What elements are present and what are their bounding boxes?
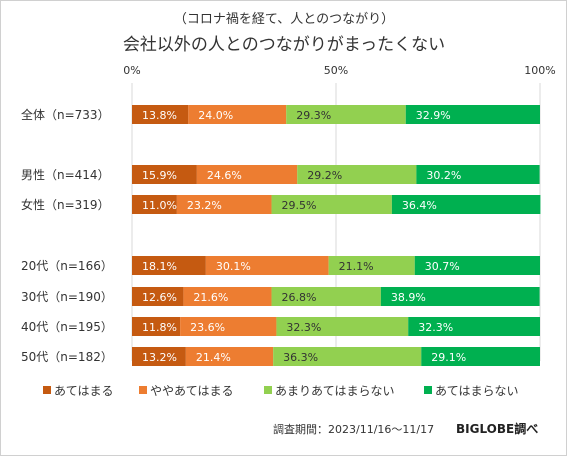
data-label: 11.8% <box>142 321 177 334</box>
data-label: 29.3% <box>296 109 331 122</box>
bar-segment <box>271 287 381 306</box>
x-axis-ticks: 0% 50% 100% <box>123 64 555 77</box>
bar-segment <box>183 287 272 306</box>
data-label: 12.6% <box>142 291 177 304</box>
bar-segment <box>132 347 186 366</box>
bar-segment <box>132 256 206 275</box>
data-label: 26.8% <box>282 291 317 304</box>
legend-swatch <box>264 386 272 394</box>
data-label: 21.1% <box>339 260 374 273</box>
data-label: 36.4% <box>402 199 437 212</box>
brand-credit: BIGLOBE調べ <box>456 421 538 436</box>
data-label: 32.3% <box>418 321 453 334</box>
bar-segment <box>408 317 540 336</box>
data-label: 29.1% <box>431 351 466 364</box>
bar-segment <box>414 256 540 275</box>
bar-segment <box>132 195 177 214</box>
legend-label: あてはまる <box>54 384 114 398</box>
data-label: 21.6% <box>193 291 228 304</box>
bar-segment <box>421 347 540 366</box>
data-label: 11.0% <box>142 199 177 212</box>
data-label: 24.6% <box>207 169 242 182</box>
data-label: 13.8% <box>142 109 177 122</box>
data-label: 30.7% <box>425 260 460 273</box>
bar-segment <box>391 195 541 214</box>
data-label: 21.4% <box>196 351 231 364</box>
legend-swatch <box>43 386 51 394</box>
bar-segment <box>297 165 417 184</box>
bar-segment <box>276 317 409 336</box>
data-label: 32.3% <box>286 321 321 334</box>
bar-segment <box>188 105 287 124</box>
bar-segment <box>416 165 540 184</box>
bar-segment <box>180 317 277 336</box>
data-label: 23.6% <box>190 321 225 334</box>
legend-label: ややあてはまる <box>150 384 234 398</box>
bar-segment <box>132 165 197 184</box>
bar-segment <box>176 195 272 214</box>
bar-segment <box>273 347 422 366</box>
data-label: 29.2% <box>307 169 342 182</box>
x-tick-label: 100% <box>524 64 555 77</box>
category-label: 男性（n=414） <box>21 168 110 182</box>
bars: 13.8% 24.0% 29.3% 32.9% 15.9% 24.6% 29.2% 30.2%… <box>132 105 541 366</box>
bar-segment <box>328 256 415 275</box>
data-label: 36.3% <box>283 351 318 364</box>
x-tick-label: 50% <box>324 64 348 77</box>
data-label: 32.9% <box>416 109 451 122</box>
bar-segment <box>286 105 406 124</box>
data-label: 13.2% <box>142 351 177 364</box>
category-labels: 全体（n=733） 男性（n=414） 女性（n=319） 20代（n=166） 30代… <box>21 107 113 364</box>
data-label: 30.2% <box>426 169 461 182</box>
category-label: 20代（n=166） <box>21 259 113 273</box>
bar-segment <box>405 105 540 124</box>
bar-segment <box>132 287 184 306</box>
bar-segment <box>205 256 329 275</box>
bar-segment <box>132 317 181 336</box>
legend-swatch <box>139 386 147 394</box>
bar-segment <box>380 287 540 306</box>
bar-segment <box>132 105 189 124</box>
legend: あてはまる ややあてはまる あまりあてはまらない あてはまらない <box>43 384 519 398</box>
data-label: 30.1% <box>216 260 251 273</box>
chart-title: 会社以外の人とのつながりがまったくない <box>123 35 445 55</box>
data-label: 23.2% <box>187 199 222 212</box>
data-label: 38.9% <box>391 291 426 304</box>
bar-segment <box>185 347 274 366</box>
x-tick-label: 0% <box>123 64 140 77</box>
legend-swatch <box>424 386 432 394</box>
category-label: 女性（n=319） <box>21 197 110 212</box>
legend-label: あまりあてはまらない <box>275 384 395 398</box>
category-label: 40代（n=195） <box>21 320 113 334</box>
data-label: 24.0% <box>198 109 233 122</box>
bar-segment <box>271 195 392 214</box>
legend-label: あてはまらない <box>435 384 519 398</box>
category-label: 全体（n=733） <box>21 107 110 122</box>
survey-period: 調査期間：2023/11/16～11/17 <box>273 422 434 436</box>
gridlines <box>131 83 541 361</box>
category-label: 30代（n=190） <box>21 290 113 304</box>
category-label: 50代（n=182） <box>21 350 113 364</box>
bar-segment <box>196 165 298 184</box>
data-label: 15.9% <box>142 169 177 182</box>
data-label: 18.1% <box>142 260 177 273</box>
chart-subtitle: （コロナ禍を経て、人とのつながり） <box>174 11 394 27</box>
data-label: 29.5% <box>282 199 317 212</box>
